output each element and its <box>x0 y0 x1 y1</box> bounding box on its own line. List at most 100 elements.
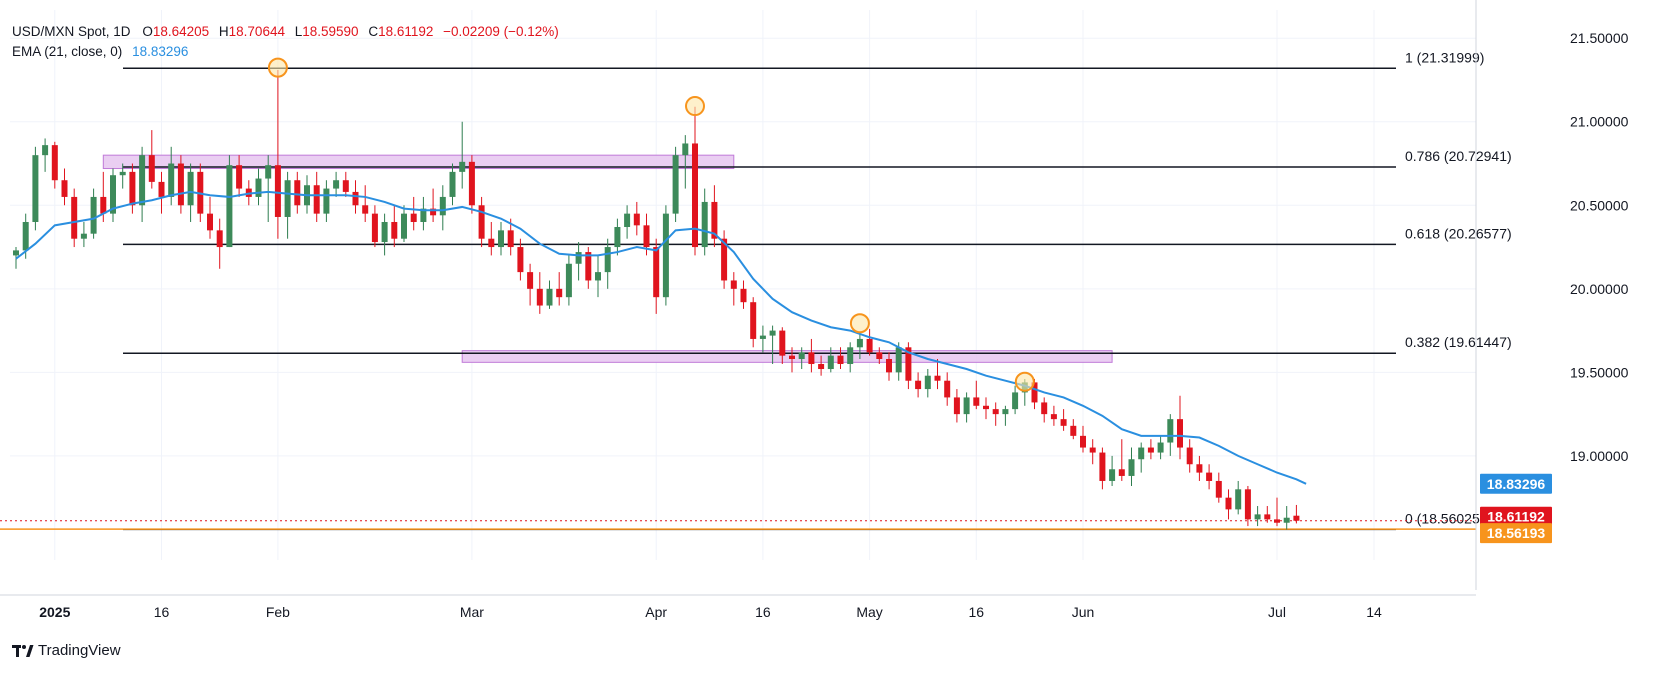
candle <box>1002 405 1009 426</box>
candle <box>342 171 349 197</box>
candle-body <box>827 355 834 370</box>
candle-body <box>711 201 718 239</box>
candle-body <box>294 180 301 206</box>
candle <box>449 163 456 206</box>
candle <box>662 205 669 306</box>
change-value: −0.02209 (−0.12%) <box>443 24 559 39</box>
candle <box>488 221 495 256</box>
candle <box>1186 439 1193 473</box>
price-label-bg <box>1480 506 1552 527</box>
y-tick-label: 21.50000 <box>1570 30 1629 46</box>
x-tick-label: Jun <box>1072 604 1095 620</box>
x-tick-label: 16 <box>755 604 771 620</box>
candle <box>1089 439 1096 465</box>
candle <box>158 171 165 214</box>
candle-body <box>866 338 873 353</box>
ohlc-high-value: 18.70644 <box>229 24 286 39</box>
candle-body <box>119 171 126 176</box>
candle-body <box>410 213 417 222</box>
candle-body <box>507 230 514 248</box>
candle-body <box>381 221 388 243</box>
candle-body <box>1196 464 1203 473</box>
candle-body <box>139 155 146 206</box>
candle-body <box>905 347 912 381</box>
chart-svg[interactable]: 1 (21.31999) 0.786 (20.72941) 0.618 (20.26… <box>0 0 1656 640</box>
candle <box>1050 405 1057 426</box>
candle-body <box>187 171 194 206</box>
candle-body <box>158 181 165 197</box>
candle-body <box>837 355 844 365</box>
y-tick-label: 20.50000 <box>1570 197 1629 213</box>
candle <box>1196 455 1203 481</box>
candle-body <box>488 238 495 248</box>
candle-body <box>818 364 825 370</box>
candle <box>1128 447 1135 486</box>
candle <box>944 372 951 406</box>
candle <box>604 238 611 289</box>
candle-body <box>1235 489 1242 510</box>
candle <box>1118 439 1125 481</box>
candle-body <box>32 155 39 222</box>
x-tick-label: 16 <box>154 604 170 620</box>
candle-body <box>789 355 795 359</box>
candle <box>895 342 902 381</box>
y-tick-label: 19.50000 <box>1570 364 1629 380</box>
candle <box>827 347 834 373</box>
candle <box>119 163 126 189</box>
candle-body <box>924 375 931 390</box>
candle <box>255 168 262 206</box>
candle <box>139 146 146 222</box>
candle-body <box>255 178 262 197</box>
candle <box>517 238 524 281</box>
candles <box>13 69 1300 530</box>
candle-body <box>1050 414 1057 420</box>
swing-marker <box>849 313 870 334</box>
x-tick-label: Feb <box>266 604 290 620</box>
candle <box>1235 480 1242 515</box>
candle-body <box>1080 435 1086 448</box>
candle <box>740 280 747 309</box>
candle <box>226 155 233 248</box>
y-tick-label: 20.00000 <box>1570 281 1629 297</box>
candle <box>633 201 640 236</box>
tradingview-brand[interactable]: TradingView <box>12 642 121 659</box>
candle-body <box>1099 452 1106 481</box>
candle <box>177 155 184 214</box>
candle <box>624 205 631 239</box>
candle <box>934 358 941 390</box>
fib-label: 0.618 (20.26577) <box>1405 225 1512 241</box>
candle <box>71 188 78 248</box>
candle <box>148 130 155 189</box>
candle <box>420 196 427 231</box>
candle <box>856 332 863 359</box>
candle <box>1215 472 1222 503</box>
candle-body <box>177 163 184 206</box>
candle <box>1060 409 1067 431</box>
candle <box>682 135 689 189</box>
candle <box>614 218 621 256</box>
ema-line <box>15 190 1307 485</box>
x-tick-label: Apr <box>645 604 667 620</box>
candle <box>294 171 301 214</box>
candle <box>565 255 572 306</box>
x-tick-label: Mar <box>460 604 484 620</box>
candle-body <box>730 280 737 289</box>
candle <box>808 338 815 373</box>
axes: 21.50000 21.00000 20.50000 20.00000 19.50000… <box>0 0 1629 620</box>
candle-body <box>604 247 611 273</box>
candle-body <box>478 205 485 239</box>
candle <box>536 272 543 314</box>
candle-body <box>1264 514 1271 520</box>
candle <box>672 146 679 222</box>
candle-body <box>110 175 116 214</box>
candle-body <box>100 196 107 214</box>
candle-body <box>1002 409 1009 415</box>
candle <box>1254 506 1261 527</box>
candle-body <box>517 247 524 273</box>
candle-body <box>856 338 863 348</box>
candle <box>274 69 281 239</box>
candle-body <box>1109 469 1116 481</box>
candle-body <box>236 165 243 189</box>
